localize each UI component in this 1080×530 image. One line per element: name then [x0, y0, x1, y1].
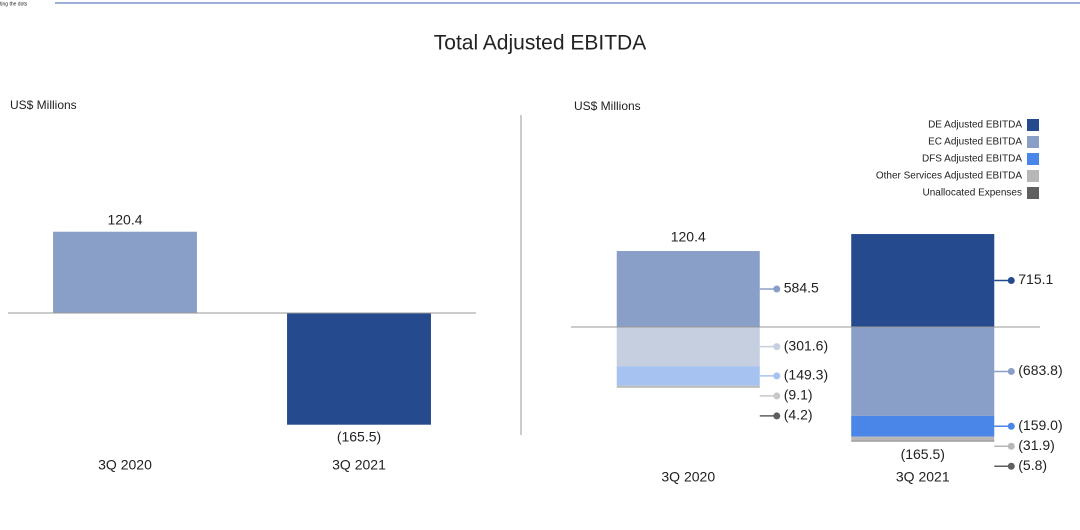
label-dot — [1007, 277, 1015, 285]
bar-segment — [616, 386, 760, 388]
label-dot — [773, 372, 781, 380]
header-note: ting the dots — [0, 1, 28, 7]
value-label: (5.8) — [1018, 457, 1047, 473]
legend-swatch — [1027, 119, 1039, 131]
label-dot — [1007, 442, 1015, 450]
value-label: (159.0) — [1018, 417, 1062, 433]
bar-segment — [851, 440, 995, 442]
bar-segment — [616, 327, 760, 367]
legend-swatch — [1027, 170, 1039, 182]
x-tick-label: 3Q 2021 — [332, 457, 386, 473]
bar-segment — [851, 415, 995, 437]
total-label: (165.5) — [901, 446, 945, 462]
value-label: 715.1 — [1018, 271, 1053, 287]
value-label: 584.5 — [784, 280, 819, 296]
label-dot — [773, 343, 781, 351]
chart-title: Total Adjusted EBITDA — [434, 32, 646, 55]
bar-segment — [616, 251, 760, 327]
label-dot — [773, 412, 781, 420]
bar-segment — [851, 436, 995, 441]
bar-segment — [616, 366, 760, 386]
label-dot — [1007, 462, 1015, 470]
bar-segment — [851, 234, 995, 327]
legend-label: DE Adjusted EBITDA — [928, 120, 1022, 131]
label-dot — [773, 392, 781, 400]
y-axis-label: US$ Millions — [574, 99, 641, 113]
y-axis-label: US$ Millions — [10, 98, 77, 112]
total-label: 120.4 — [671, 229, 706, 245]
value-label: (9.1) — [784, 387, 813, 403]
value-label: (149.3) — [784, 367, 828, 383]
legend-label: DFS Adjusted EBITDA — [922, 154, 1022, 165]
value-label: 120.4 — [107, 211, 142, 227]
value-label: (301.6) — [784, 337, 828, 353]
label-dot — [773, 285, 781, 293]
legend-swatch — [1027, 136, 1039, 148]
label-dot — [1007, 367, 1015, 375]
x-tick-label: 3Q 2021 — [896, 469, 950, 485]
label-dot — [1007, 422, 1015, 430]
legend-swatch — [1027, 153, 1039, 165]
value-label: (165.5) — [337, 428, 381, 444]
bar — [53, 231, 197, 313]
bar-segment — [616, 385, 760, 387]
x-tick-label: 3Q 2020 — [98, 457, 152, 473]
legend-label: EC Adjusted EBITDA — [928, 137, 1022, 148]
value-label: (31.9) — [1018, 437, 1055, 453]
x-tick-label: 3Q 2020 — [661, 469, 715, 485]
legend-swatch — [1027, 187, 1039, 199]
value-label: (683.8) — [1018, 362, 1062, 378]
bar — [287, 313, 431, 425]
bar-segment — [851, 327, 995, 416]
legend-label: Other Services Adjusted EBITDA — [876, 171, 1023, 182]
legend-label: Unallocated Expenses — [922, 188, 1022, 199]
value-label: (4.2) — [784, 407, 813, 423]
